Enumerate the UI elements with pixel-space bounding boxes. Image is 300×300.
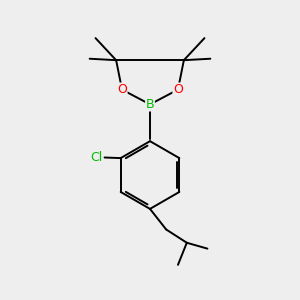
Text: Cl: Cl (90, 151, 103, 164)
Text: O: O (173, 83, 183, 96)
Text: B: B (146, 98, 154, 111)
Text: O: O (117, 83, 127, 96)
